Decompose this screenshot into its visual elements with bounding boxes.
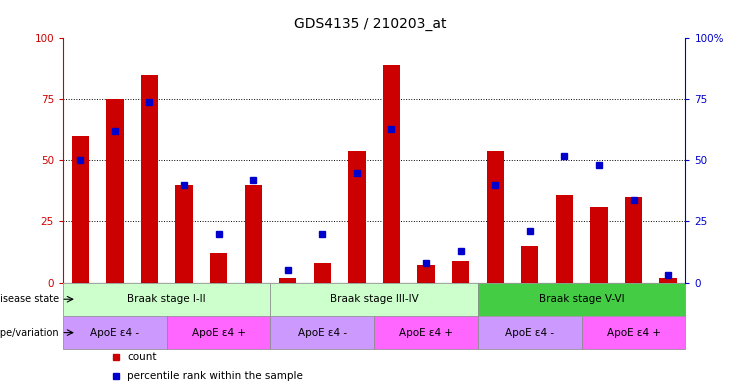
Bar xyxy=(487,151,504,283)
Bar xyxy=(625,197,642,283)
Text: GDS4135 / 210203_at: GDS4135 / 210203_at xyxy=(294,17,447,31)
Text: disease state: disease state xyxy=(0,294,59,304)
Text: ApoE ε4 -: ApoE ε4 - xyxy=(90,328,139,338)
Text: ApoE ε4 +: ApoE ε4 + xyxy=(399,328,453,338)
Text: percentile rank within the sample: percentile rank within the sample xyxy=(127,371,303,381)
Bar xyxy=(167,316,270,349)
Bar xyxy=(659,278,677,283)
Bar xyxy=(383,65,400,283)
Bar xyxy=(210,253,227,283)
Text: ApoE ε4 +: ApoE ε4 + xyxy=(192,328,245,338)
Bar xyxy=(478,283,685,316)
Bar xyxy=(63,283,270,316)
Bar xyxy=(556,195,573,283)
Bar xyxy=(582,316,685,349)
Bar xyxy=(141,75,158,283)
Bar xyxy=(417,265,435,283)
Bar xyxy=(452,260,469,283)
Bar xyxy=(63,316,167,349)
Text: Braak stage I-II: Braak stage I-II xyxy=(127,294,206,304)
Bar xyxy=(279,278,296,283)
Bar xyxy=(270,316,374,349)
Bar xyxy=(478,316,582,349)
Text: genotype/variation: genotype/variation xyxy=(0,328,59,338)
Bar xyxy=(270,283,478,316)
Bar xyxy=(374,316,478,349)
Text: count: count xyxy=(127,352,156,362)
Text: ApoE ε4 +: ApoE ε4 + xyxy=(607,328,660,338)
Bar xyxy=(591,207,608,283)
Bar xyxy=(106,99,124,283)
Bar xyxy=(176,185,193,283)
Text: Braak stage III-IV: Braak stage III-IV xyxy=(330,294,419,304)
Bar xyxy=(72,136,89,283)
Bar xyxy=(313,263,331,283)
Bar xyxy=(521,246,539,283)
Text: ApoE ε4 -: ApoE ε4 - xyxy=(505,328,554,338)
Bar xyxy=(245,185,262,283)
Bar xyxy=(348,151,365,283)
Text: ApoE ε4 -: ApoE ε4 - xyxy=(298,328,347,338)
Text: Braak stage V-VI: Braak stage V-VI xyxy=(539,294,625,304)
